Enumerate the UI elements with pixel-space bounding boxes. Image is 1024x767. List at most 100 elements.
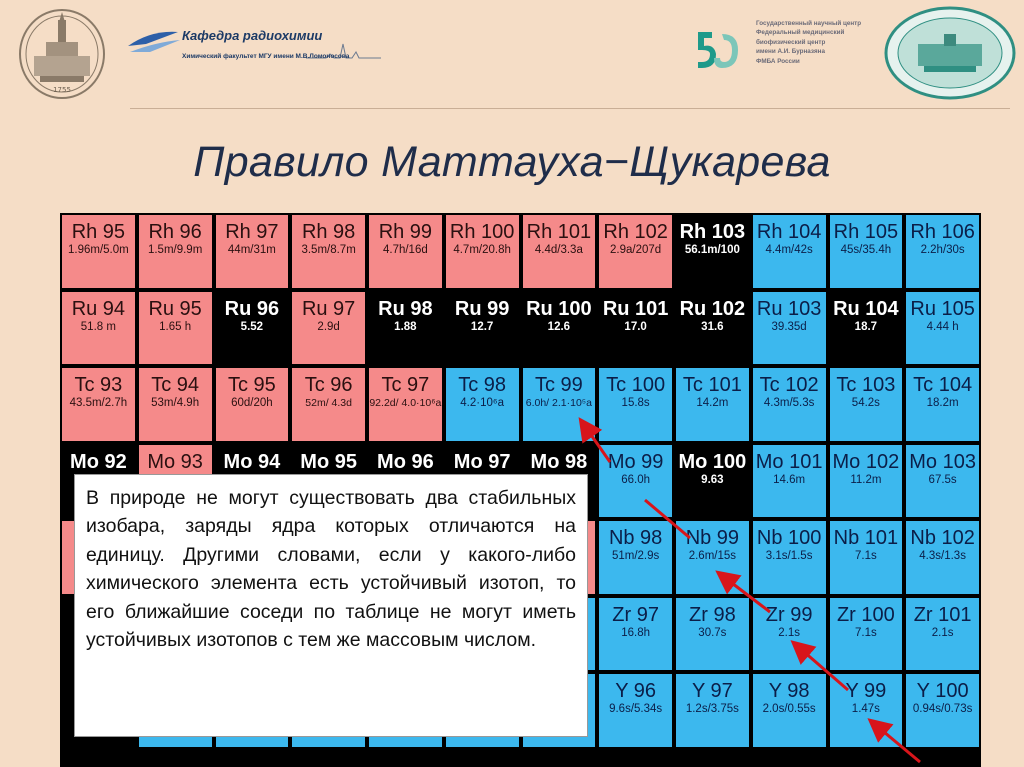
isotope-cell: Ru 99 12.7 — [445, 291, 519, 364]
isotope-name: Ru 94 — [71, 297, 126, 320]
isotope-half-life: 31.6 — [701, 320, 724, 333]
isotope-name: Rh 95 — [71, 221, 126, 243]
isotope-name: Nb 101 — [833, 527, 899, 549]
isotope-half-life: 52m/ 4.3d — [305, 397, 352, 409]
isotope-name: Zr 98 — [689, 603, 736, 626]
arrow-sr99-y99 — [867, 718, 921, 764]
isotope-name: Y 99 — [845, 680, 887, 702]
isotope-name: Y 100 — [916, 680, 969, 702]
isotope-name: Rh 97 — [225, 221, 279, 243]
isotope-cell: Tc 102 4.3m/5.3s — [752, 368, 826, 441]
isotope-name: Tc 97 — [381, 374, 430, 396]
isotope-cell: Mo 103 67.5s — [906, 444, 979, 517]
isotope-name: Mo 92 — [70, 450, 127, 473]
isotope-half-life: 4.44 h — [926, 320, 959, 333]
isotope-name: Rh 99 — [378, 221, 433, 243]
isotope-half-life: 67.5s — [928, 473, 957, 486]
isotope-cell: Rh 95 1.96m/5.0m — [62, 215, 135, 288]
arrow-y99-zr99 — [790, 640, 849, 692]
isotope-name: Ru 100 — [526, 297, 592, 320]
fifty-anniversary-logo-icon — [698, 32, 738, 68]
isotope-cell: Zr 98 30.7s — [676, 597, 749, 670]
isotope-half-life: 2.9a/207d — [610, 244, 662, 256]
isotope-name: Rh 96 — [148, 221, 202, 243]
isotope-cell: Mo 101 14.6m — [752, 444, 826, 517]
isotope-cell: Ru 102 31.6 — [676, 291, 749, 364]
isotope-half-life: 30.7s — [698, 626, 727, 639]
isotope-name: Rh 103 — [679, 221, 746, 243]
isotope-name: Y 97 — [691, 680, 733, 702]
isotope-half-life: 45s/35.4h — [840, 244, 892, 256]
isotope-half-life: 4.3m/5.3s — [763, 397, 815, 409]
isotope-cell: Ru 103 39.35d — [752, 291, 826, 364]
isotope-name: Tc 102 — [759, 374, 819, 396]
isotope-cell: Tc 98 4.2·10⁶a — [445, 368, 519, 441]
isotope-name: Rh 105 — [833, 221, 899, 243]
isotope-half-life: 4.3s/1.3s — [919, 550, 966, 562]
isotope-name: Ru 104 — [833, 297, 899, 320]
isotope-cell: Nb 102 4.3s/1.3s — [906, 521, 979, 594]
isotope-cell: Ru 94 51.8 m — [62, 291, 135, 364]
isotope-cell: Nb 101 7.1s — [829, 521, 903, 594]
isotope-name: Ru 96 — [224, 297, 280, 320]
isotope-cell: Ru 100 12.6 — [522, 291, 596, 364]
isotope-name: Mo 97 — [453, 450, 511, 473]
isotope-half-life: 44m/31m — [227, 244, 276, 256]
isotope-half-life: 2.9d — [317, 320, 340, 333]
note-text: В природе не могут существовать два стаб… — [86, 487, 576, 652]
isotope-half-life: 1.2s/3.75s — [685, 703, 739, 715]
isotope-cell: Rh 101 4.4d/3.3a — [522, 215, 596, 288]
isotope-name: Ru 98 — [378, 297, 433, 320]
isotope-name: Mo 96 — [377, 450, 434, 473]
isotope-cell: Rh 97 44m/31m — [215, 215, 289, 288]
isotope-cell: Ru 98 1.88 — [369, 291, 442, 364]
isotope-half-life: 9.63 — [701, 473, 724, 486]
isotope-name: Ru 99 — [454, 297, 510, 320]
isotope-cell: Rh 106 2.2h/30s — [906, 215, 979, 288]
isotope-cell: Nb 100 3.1s/1.5s — [752, 521, 826, 594]
isotope-half-life: 66.0h — [621, 473, 651, 486]
isotope-cell: Ru 96 5.52 — [215, 291, 289, 364]
isotope-name: Rh 98 — [301, 221, 356, 243]
isotope-name: Rh 102 — [603, 221, 668, 243]
msu-year: 1755 — [53, 86, 71, 94]
isotope-half-life: 54.2s — [851, 397, 880, 409]
page-title: Правило Маттауха−Щукарева — [193, 138, 831, 186]
isotope-name: Ru 97 — [301, 297, 356, 320]
isotope-cell: Y 100 0.94s/0.73s — [906, 674, 979, 747]
isotope-name: Ru 95 — [148, 297, 202, 320]
isotope-cell: Mo 99 66.0h — [599, 444, 672, 517]
isotope-half-life: 0.94s/0.73s — [912, 703, 973, 715]
kafedra-logo-icon — [128, 31, 381, 59]
isotope-name: Zr 97 — [612, 603, 659, 626]
isotope-half-life: 3.5m/8.7m — [301, 244, 356, 256]
isotope-cell: Tc 100 15.8s — [599, 368, 672, 441]
isotope-half-life: 92.2d/ 4.0·10⁶a — [369, 397, 442, 409]
isotope-half-life: 2.6m/15s — [688, 550, 737, 562]
isotope-cell: Y 98 2.0s/0.55s — [752, 674, 826, 747]
isotope-half-life: 5.52 — [240, 320, 264, 333]
isotope-name: Rh 106 — [910, 221, 975, 243]
isotope-name: Zr 101 — [913, 603, 972, 626]
isotope-cell: Tc 94 53m/4.9h — [138, 368, 212, 441]
isotope-cell: Nb 98 51m/2.9s — [599, 521, 672, 594]
isotope-name: Ru 102 — [679, 297, 746, 320]
isotope-half-life: 1.88 — [394, 320, 417, 333]
stability-rule-note: В природе не могут существовать два стаб… — [74, 474, 588, 737]
isotope-half-life: 4.2·10⁶a — [460, 397, 504, 409]
isotope-half-life: 18.7 — [854, 320, 878, 333]
isotope-name: Mo 95 — [300, 450, 357, 473]
isotope-name: Rh 104 — [756, 221, 822, 243]
isotope-half-life: 2.1s — [778, 626, 800, 639]
isotope-name: Mo 102 — [832, 450, 900, 473]
isotope-half-life: 2.0s/0.55s — [762, 703, 816, 715]
burnasyan-center-text: Государственный научный центр Федеральны… — [756, 20, 862, 65]
isotope-half-life: 56.1m/100 — [684, 244, 740, 256]
isotope-cell: Mo 100 9.63 — [676, 444, 749, 517]
isotope-name: Mo 93 — [147, 450, 203, 473]
isotope-name: Ru 105 — [910, 297, 975, 320]
isotope-cell: Rh 105 45s/35.4h — [829, 215, 903, 288]
isotope-cell: Zr 101 2.1s — [906, 597, 979, 670]
isotope-cell: Tc 97 92.2d/ 4.0·10⁶a — [369, 368, 442, 441]
